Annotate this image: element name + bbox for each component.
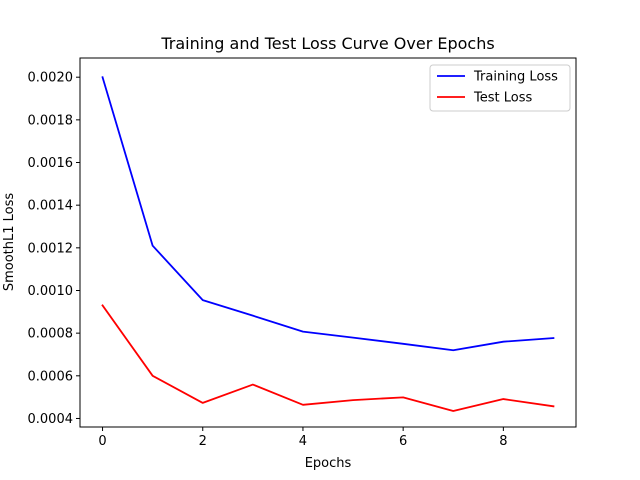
y-tick-label: 0.0020 [28, 71, 74, 86]
legend: Training Loss Test Loss [429, 64, 571, 112]
plot-area [79, 57, 577, 428]
legend-label: Training Loss [473, 70, 558, 85]
y-tick-label: 0.0018 [28, 113, 74, 128]
series-lines [101, 76, 555, 412]
x-tick-label: 0 [98, 434, 106, 449]
y-tick-label: 0.0006 [28, 369, 74, 384]
y-tick-label: 0.0014 [28, 199, 74, 214]
x-tick-label: 2 [199, 434, 207, 449]
series-line-test-loss [101, 304, 555, 412]
y-tick-label: 0.0004 [28, 412, 74, 427]
y-tick-label: 0.0016 [28, 156, 74, 171]
x-tick-label: 6 [399, 434, 407, 449]
x-axis: 0 2 4 6 8 [98, 427, 507, 449]
x-axis-title: Epochs [305, 456, 352, 471]
series-line-training-loss [101, 76, 555, 352]
y-tick-label: 0.0008 [28, 327, 74, 342]
y-axis-title: SmoothL1 Loss [2, 193, 17, 292]
plot-background [80, 58, 576, 427]
y-tick-label: 0.0012 [28, 241, 74, 256]
x-tick-label: 4 [299, 434, 307, 449]
legend-label: Test Loss [473, 91, 532, 106]
x-tick-label: 8 [499, 434, 507, 449]
y-tick-label: 0.0010 [28, 284, 74, 299]
chart-title: Training and Test Loss Curve Over Epochs [160, 34, 494, 53]
plot-frame [79, 57, 577, 428]
y-axis: 0.0004 0.0006 0.0008 0.0010 0.0012 0.0014 0.00… [28, 71, 80, 427]
